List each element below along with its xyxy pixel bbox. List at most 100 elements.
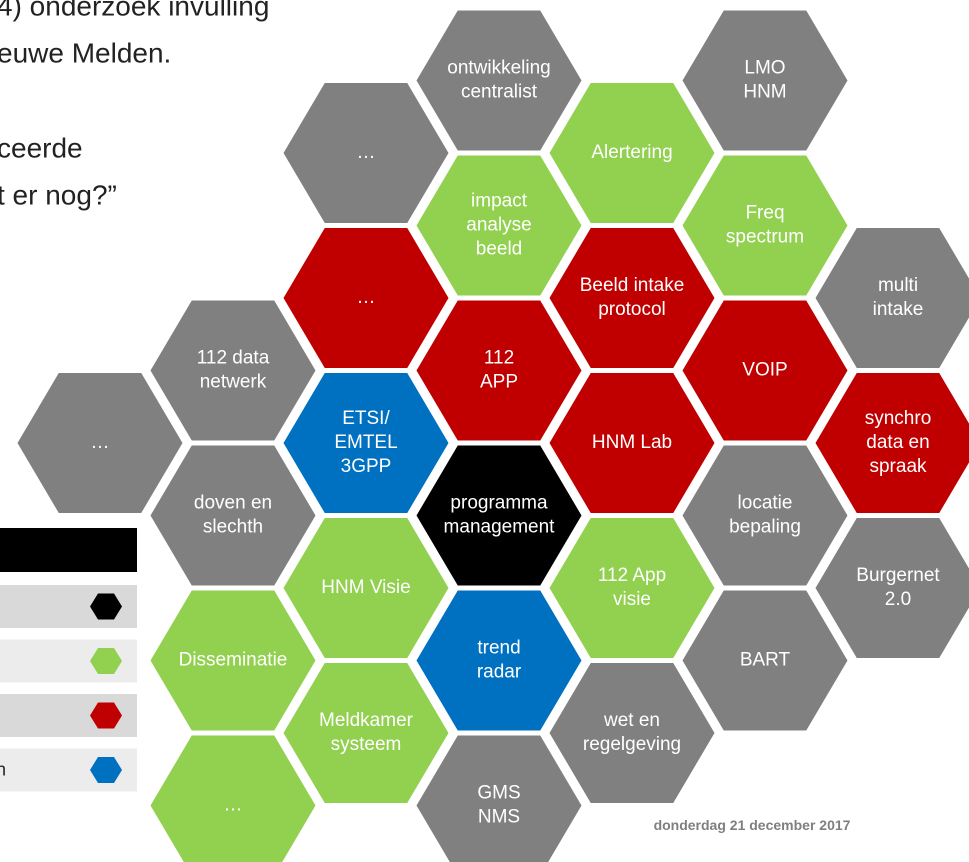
- hexagon-label: APP: [480, 372, 518, 393]
- hexagon-shape: [416, 155, 582, 296]
- hexagon: LMO HNM: [682, 10, 848, 151]
- hexagon: HNM Lab: [549, 373, 715, 513]
- hexagon-shape: [549, 83, 715, 223]
- hexagon: ETSI/EMTEL 3GPP: [283, 373, 449, 513]
- hexagon-shape: [549, 228, 715, 368]
- hexagon: HNM Visie: [283, 518, 449, 658]
- hexagon-label: …: [224, 795, 243, 816]
- legend-icon: [90, 593, 122, 620]
- slide-text: ceerde: [0, 132, 83, 163]
- hexagon-label: Alertering: [591, 142, 672, 163]
- hexagon-shape: [283, 663, 449, 803]
- hexagon-label: 112 data: [197, 348, 270, 369]
- hexagon-shape: [416, 300, 582, 441]
- hexagon-shape: [283, 83, 449, 223]
- hexagon-label: bepaling: [729, 517, 801, 538]
- hexagon-label: …: [357, 287, 376, 308]
- hexagon-label: management: [444, 517, 556, 538]
- hexagon-label: intake: [873, 299, 924, 320]
- hexagon-shape: [283, 518, 449, 658]
- hexagon: 112 data netwerk: [150, 300, 316, 441]
- hexagon-label: centralist: [461, 82, 538, 103]
- hexagon-label: …: [357, 142, 376, 163]
- slide-text: euwe Melden.: [0, 37, 171, 68]
- hexagon: 112 App visie: [549, 518, 715, 658]
- hexagon-label: analyse: [466, 215, 532, 236]
- hexagon-shape: [150, 300, 316, 441]
- hexagon-label: netwerk: [200, 372, 267, 393]
- hexagon: multi intake: [815, 228, 969, 368]
- hexagon: …: [17, 373, 183, 513]
- slide-text: t er nog?”: [0, 179, 117, 210]
- legend-header: [0, 528, 137, 572]
- slide-text: 4) onderzoek invulling: [0, 0, 269, 21]
- hexagon-label: data en: [866, 432, 929, 453]
- hexagon: 112 APP: [416, 300, 582, 441]
- hexagon: Freq spectrum: [682, 155, 848, 296]
- hexagon-shape: [549, 663, 715, 803]
- hexagon-label: synchro: [865, 408, 932, 429]
- legend-icon: [90, 648, 122, 674]
- hexagon-shape: [283, 228, 449, 368]
- hexagon-label: …: [91, 432, 110, 453]
- hexagon-label: HNM: [743, 82, 786, 103]
- hexagon-shape: [150, 445, 316, 586]
- hexagon-label: Meldkamer: [319, 710, 414, 731]
- hexagon-label: doven en: [194, 493, 272, 514]
- hexagon-label: HNM Lab: [592, 432, 672, 453]
- hexagon-label: wet en: [603, 710, 660, 731]
- hexagon-shape: [815, 228, 969, 368]
- hexagon-label: programma: [450, 493, 548, 514]
- hexagon-label: Burgernet: [856, 565, 940, 586]
- hexagon-shape: [682, 445, 848, 586]
- legend-icon: [90, 757, 122, 783]
- date: donderdag 21 december 2017: [654, 817, 851, 833]
- hexagon-label: trend: [477, 638, 520, 659]
- legend-label: n: [0, 759, 6, 779]
- hexagon-label: regelgeving: [583, 734, 681, 755]
- hexagon: VOIP: [682, 300, 848, 441]
- hexagon: ontwikkeling centralist: [416, 10, 582, 151]
- hexagon-shape: [416, 735, 582, 862]
- hexagon: Alertering: [549, 83, 715, 223]
- hexagon-label: Disseminatie: [179, 650, 288, 671]
- hexagon-shape: [682, 300, 848, 441]
- hexagon-label: Freq: [745, 203, 784, 224]
- hexagon-label: 2.0: [885, 589, 911, 610]
- hexagon-shape: [682, 10, 848, 151]
- hexagon-label: radar: [477, 662, 522, 683]
- hexagon: …: [283, 228, 449, 368]
- hexagon-label: ETSI/: [342, 408, 390, 429]
- hexagon: programma management: [416, 445, 582, 586]
- hexagon-shape: [416, 10, 582, 151]
- hexagon-shape: [549, 518, 715, 658]
- hexagon-label: multi: [878, 275, 918, 296]
- hexagon-label: visie: [613, 589, 651, 610]
- hexagon-shape: [150, 735, 316, 862]
- hexagon: Beeld intake protocol: [549, 228, 715, 368]
- hexagon-label: BART: [740, 650, 791, 671]
- hexagon-label: NMS: [478, 807, 520, 828]
- hexagon-label: protocol: [598, 299, 666, 320]
- hexagon-label: spectrum: [726, 227, 804, 248]
- hexagon-label: LMO: [744, 58, 785, 79]
- hexagon: Meldkamer systeem: [283, 663, 449, 803]
- hexagon: …: [150, 735, 316, 862]
- hexagon: locatie bepaling: [682, 445, 848, 586]
- hexagon-label: beeld: [476, 239, 523, 260]
- hexagon-label: 3GPP: [341, 456, 392, 477]
- hexagon: Burgernet 2.0: [815, 518, 969, 658]
- hexagon-label: ontwikkeling: [447, 58, 551, 79]
- hexagon-shape: [283, 373, 449, 513]
- hexagon: Disseminatie: [150, 590, 316, 731]
- hexagon: …: [283, 83, 449, 223]
- hexagon-shape: [549, 373, 715, 513]
- hexagon-label: spraak: [869, 456, 927, 477]
- hexagon-shape: [416, 590, 582, 731]
- hexagon-shape: [815, 373, 969, 513]
- hexagon-label: VOIP: [742, 360, 787, 381]
- hexagon-label: slechth: [203, 517, 263, 538]
- hexagon: impact analyse beeld: [416, 155, 582, 296]
- hexagon-shape: [416, 445, 582, 586]
